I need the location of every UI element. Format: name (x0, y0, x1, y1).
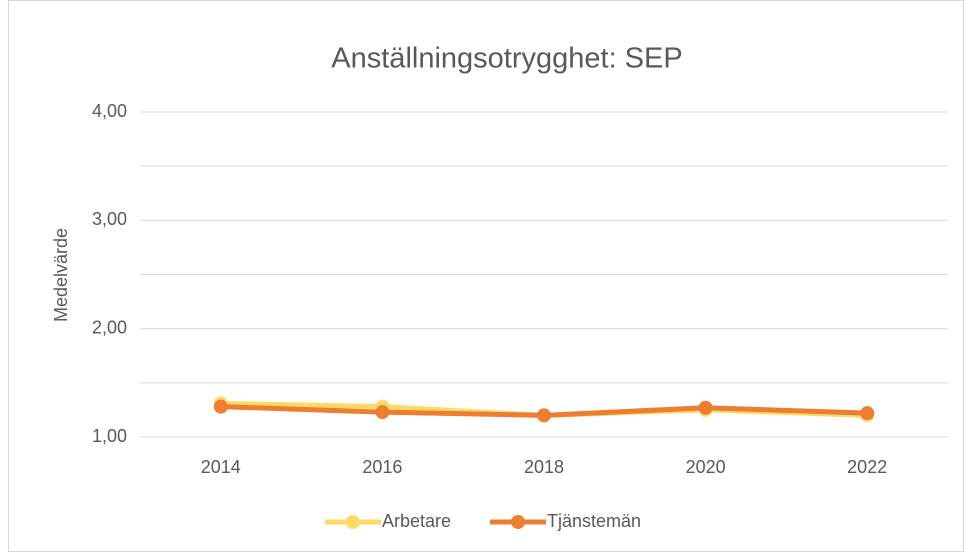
data-point (213, 399, 228, 414)
y-tick-label: 1,00 (92, 426, 127, 446)
data-point (860, 406, 875, 421)
x-tick-label: 2018 (524, 457, 564, 477)
x-tick-label: 2022 (847, 457, 887, 477)
chart-title: Anställningsotrygghet: SEP (331, 43, 682, 75)
legend-marker (346, 515, 360, 529)
y-tick-label: 4,00 (92, 101, 127, 121)
chart-border (8, 0, 964, 552)
x-tick-label: 2014 (201, 457, 241, 477)
y-tick-label: 2,00 (92, 317, 127, 337)
data-point (698, 400, 713, 415)
y-tick-label: 3,00 (92, 209, 127, 229)
x-tick-label: 2020 (686, 457, 726, 477)
data-point (375, 405, 390, 420)
data-point (537, 408, 551, 423)
legend-label: Tjänstemän (547, 511, 641, 531)
legend-marker (511, 515, 525, 529)
legend-label: Arbetare (382, 511, 451, 531)
x-tick-label: 2016 (362, 457, 402, 477)
y-axis-label: Medelvärde (51, 228, 71, 322)
